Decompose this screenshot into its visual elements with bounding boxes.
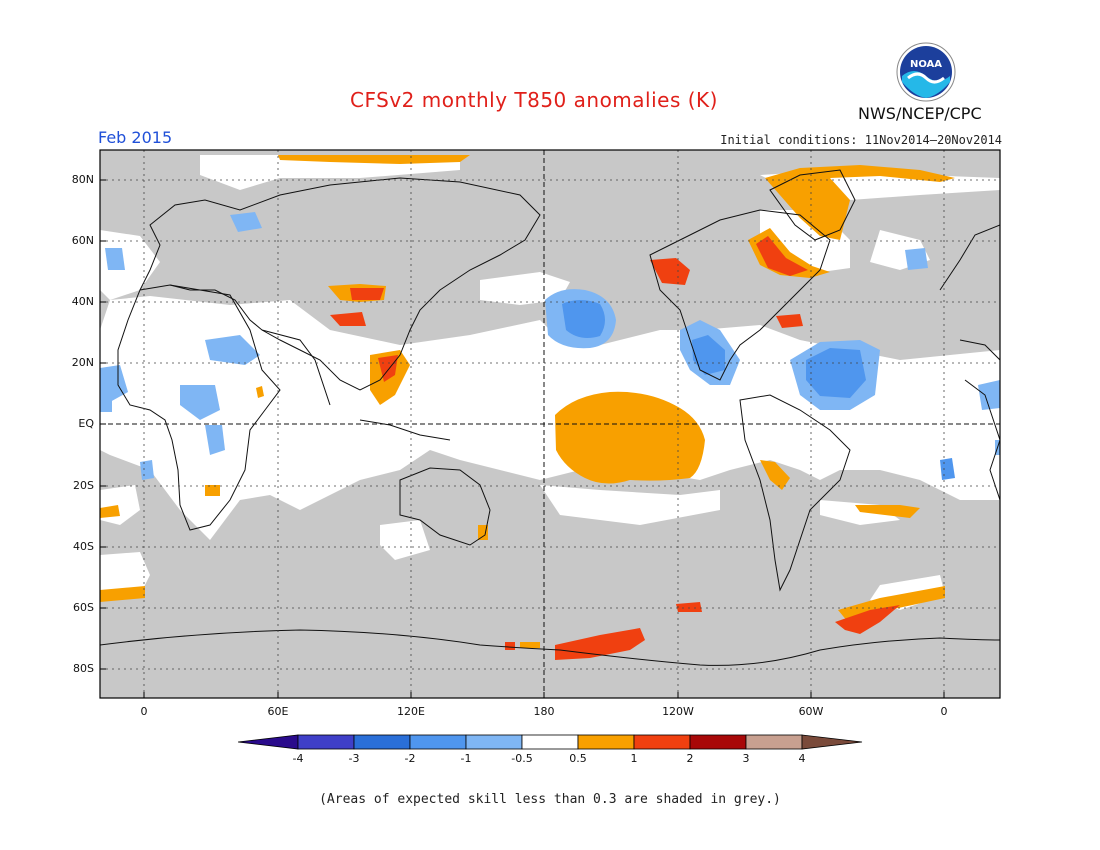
colorbar-label: -1 bbox=[460, 752, 472, 765]
lon-label: 60W bbox=[798, 705, 824, 718]
lat-label: 80S bbox=[73, 662, 94, 675]
colorbar-segment bbox=[465, 734, 523, 750]
colorbar-label: 3 bbox=[742, 752, 750, 765]
logo-text: NOAA bbox=[910, 59, 942, 70]
colorbar-label: -3 bbox=[348, 752, 360, 765]
lat-label: 60N bbox=[71, 234, 94, 247]
lat-label: 40N bbox=[71, 295, 94, 308]
lat-label: 60S bbox=[73, 601, 94, 614]
graticule bbox=[100, 150, 1000, 698]
colorbar-segment bbox=[297, 734, 355, 750]
colorbar-label: 2 bbox=[686, 752, 694, 765]
colorbar-label: 4 bbox=[798, 752, 806, 765]
agency-label: NWS/NCEP/CPC bbox=[858, 104, 982, 123]
lon-label: 120W bbox=[662, 705, 694, 718]
lat-label: 20S bbox=[73, 479, 94, 492]
colorbar-label: -4 bbox=[292, 752, 304, 765]
colorbar-arrow-high bbox=[801, 734, 863, 750]
lat-label: 80N bbox=[71, 173, 94, 186]
lon-label: 60E bbox=[267, 705, 289, 718]
colorbar-segment bbox=[689, 734, 747, 750]
lat-label: 20N bbox=[71, 356, 94, 369]
colorbar-label: -0.5 bbox=[511, 752, 533, 765]
lat-label: 40S bbox=[73, 540, 94, 553]
equator-dateline bbox=[100, 150, 1000, 698]
coastlines bbox=[100, 169, 1000, 666]
colorbar-segment bbox=[521, 734, 579, 750]
forecast-month: Feb 2015 bbox=[98, 128, 173, 147]
noaa-logo: NOAA bbox=[896, 42, 956, 102]
lon-label: 0 bbox=[140, 705, 148, 718]
colorbar-label: 1 bbox=[630, 752, 638, 765]
colorbar bbox=[238, 734, 863, 750]
skill-footnote: (Areas of expected skill less than 0.3 a… bbox=[319, 792, 781, 807]
colorbar-segment bbox=[409, 734, 467, 750]
colorbar-segment bbox=[353, 734, 411, 750]
colorbar-segment bbox=[745, 734, 803, 750]
lon-label: 0 bbox=[940, 705, 948, 718]
colorbar-segment bbox=[577, 734, 635, 750]
lat-label: EQ bbox=[78, 417, 94, 430]
lon-label: 180 bbox=[533, 705, 555, 718]
colorbar-label: -2 bbox=[404, 752, 416, 765]
colorbar-arrow-low bbox=[238, 734, 299, 750]
initial-conditions: Initial conditions: 11Nov2014–20Nov2014 bbox=[720, 133, 1002, 147]
map-title: CFSv2 monthly T850 anomalies (K) bbox=[350, 88, 718, 112]
lon-label: 120E bbox=[397, 705, 425, 718]
axis-ticks bbox=[100, 179, 945, 698]
colorbar-label: 0.5 bbox=[569, 752, 587, 765]
negative-anomalies bbox=[100, 212, 1000, 480]
colorbar-segment bbox=[633, 734, 691, 750]
